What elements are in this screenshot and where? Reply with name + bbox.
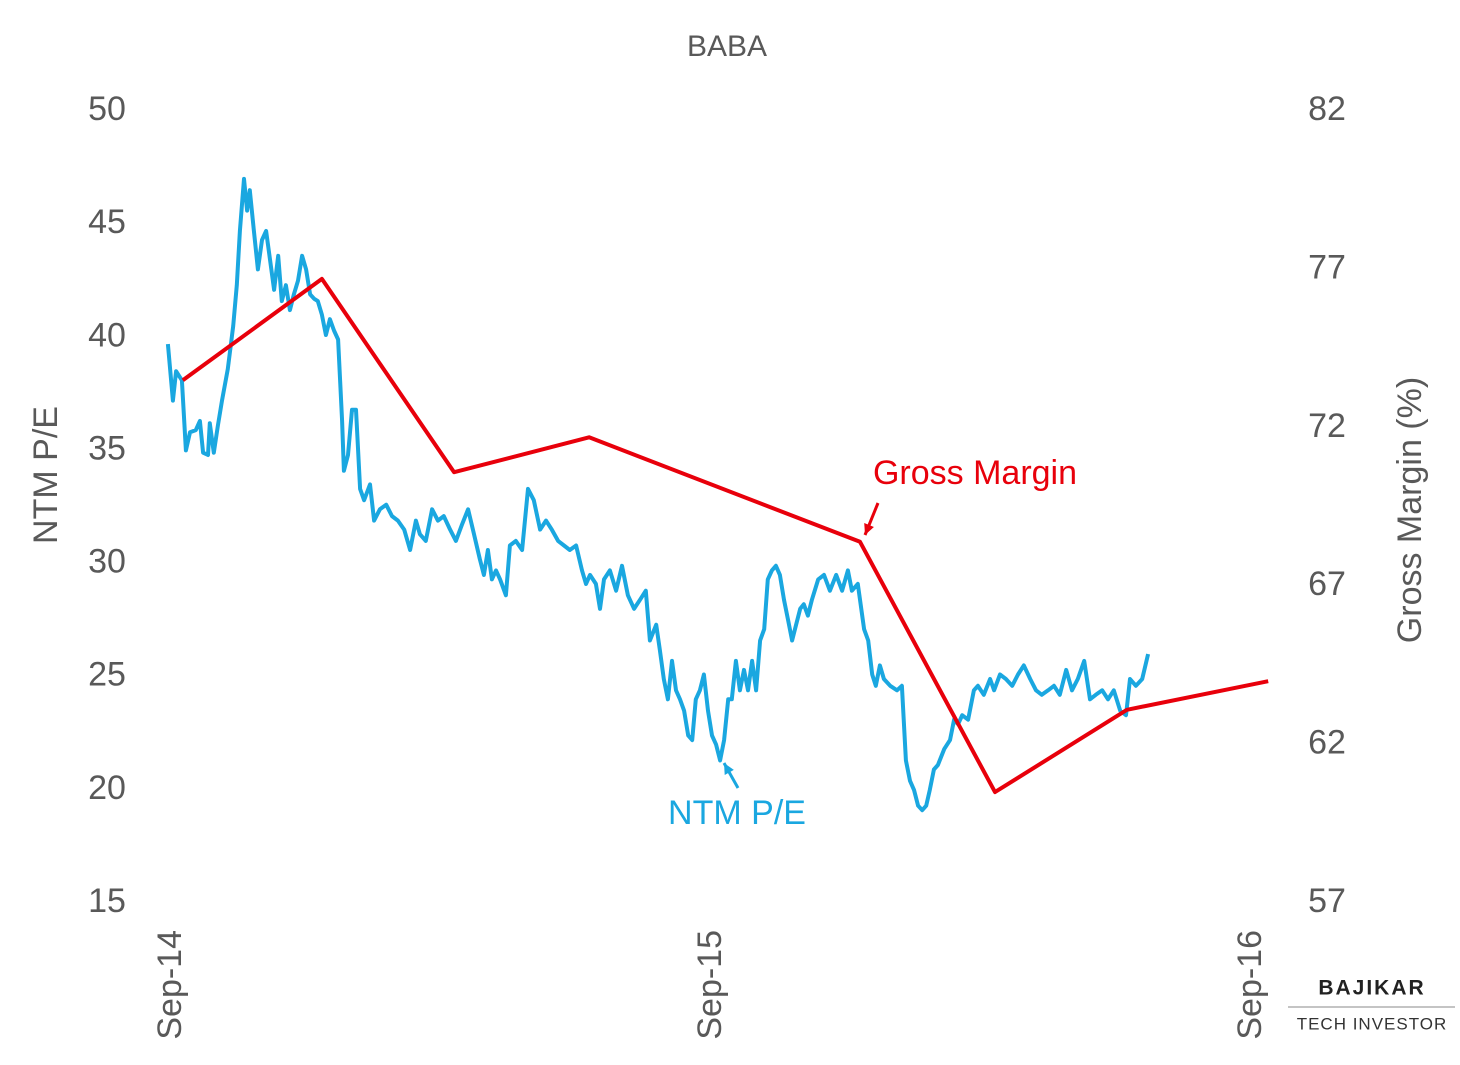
y-tick-label: 15 bbox=[88, 882, 126, 920]
x-tick-label: Sep-14 bbox=[151, 930, 189, 1040]
y-tick-label: 40 bbox=[88, 316, 126, 354]
series-label: NTM P/E bbox=[668, 794, 806, 832]
brand-name: BAJIKAR bbox=[1318, 977, 1425, 1000]
y2-axis-label: Gross Margin (%) bbox=[1391, 377, 1429, 643]
y2-tick-label: 82 bbox=[1308, 90, 1346, 128]
chart-title: BABA bbox=[687, 30, 767, 63]
brand-tagline: TECH INVESTOR bbox=[1297, 1014, 1448, 1033]
y-tick-label: 30 bbox=[88, 543, 126, 581]
y-tick-label: 35 bbox=[88, 429, 126, 467]
series-line bbox=[165, 176, 1151, 813]
x-tick-label: Sep-15 bbox=[691, 930, 729, 1040]
series-label: Gross Margin bbox=[873, 454, 1077, 492]
y-axis-label: NTM P/E bbox=[27, 406, 65, 544]
series-line bbox=[181, 276, 1269, 795]
y-tick-label: 50 bbox=[88, 90, 126, 128]
label-arrowhead bbox=[864, 523, 874, 535]
y2-tick-label: 57 bbox=[1308, 882, 1346, 920]
y2-tick-label: 77 bbox=[1308, 248, 1346, 286]
y-tick-label: 45 bbox=[88, 203, 126, 241]
y-tick-label: 20 bbox=[88, 769, 126, 807]
y2-tick-label: 62 bbox=[1308, 724, 1346, 762]
y-tick-label: 25 bbox=[88, 656, 126, 694]
label-arrowhead bbox=[724, 763, 734, 775]
x-tick-label: Sep-16 bbox=[1231, 930, 1269, 1040]
y2-tick-label: 67 bbox=[1308, 565, 1346, 603]
y2-tick-label: 72 bbox=[1308, 407, 1346, 445]
